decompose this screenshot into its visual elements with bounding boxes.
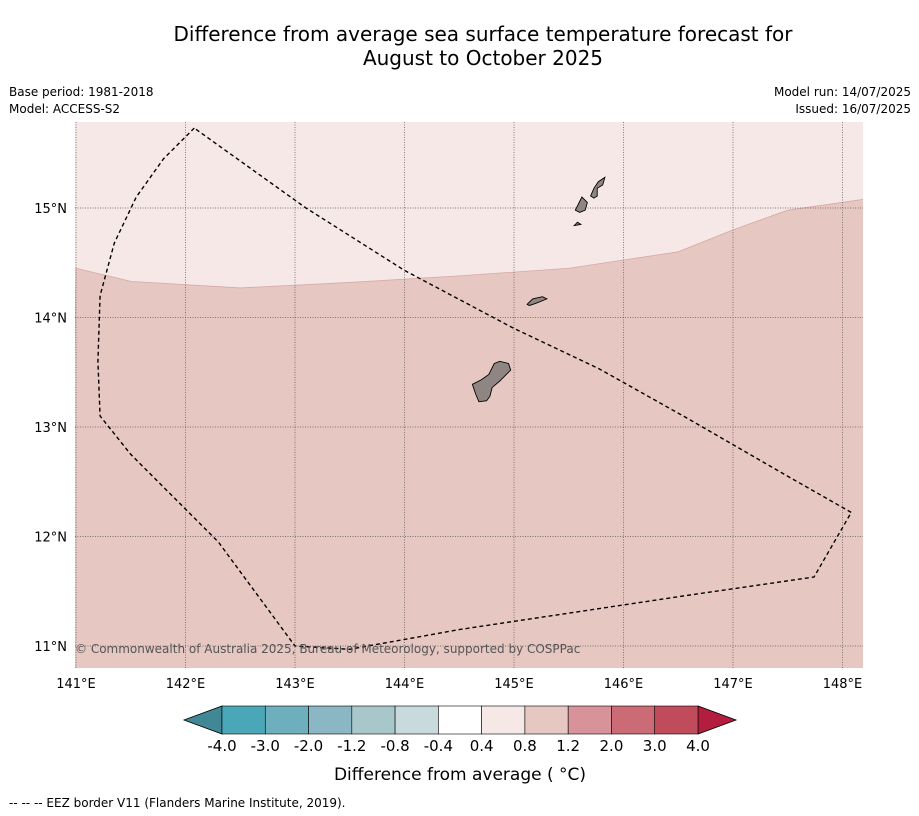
colorbar-tick-label: -4.0 bbox=[207, 737, 236, 755]
colorbar-tick-label: -0.4 bbox=[424, 737, 453, 755]
colorbar-segment bbox=[221, 705, 266, 735]
colorbar-segment bbox=[351, 705, 396, 735]
x-tick-label: 144°E bbox=[385, 677, 425, 692]
colorbar-tick-label: 2.0 bbox=[600, 737, 624, 755]
island bbox=[590, 176, 606, 199]
island bbox=[471, 360, 512, 403]
x-tick-label: 142°E bbox=[166, 677, 206, 692]
island bbox=[526, 296, 548, 306]
colorbar-segment bbox=[264, 705, 309, 735]
colorbar-label: Difference from average ( °C) bbox=[334, 765, 586, 785]
model-name: Model: ACCESS-S2 bbox=[9, 102, 121, 116]
x-tick-label: 145°E bbox=[494, 677, 534, 692]
island bbox=[574, 196, 588, 213]
colorbar-segment bbox=[524, 705, 569, 735]
colorbar-segment bbox=[611, 705, 656, 735]
y-tick-label: 11°N bbox=[34, 640, 67, 655]
title-line-1: Difference from average sea surface temp… bbox=[173, 22, 793, 46]
colorbar-segment bbox=[567, 705, 612, 735]
meta-right: Model run: 14/07/2025 Issued: 16/07/2025 bbox=[774, 84, 911, 118]
colorbar-tick-label: 1.2 bbox=[556, 737, 580, 755]
x-tick-label: 143°E bbox=[275, 677, 315, 692]
colorbar-over-arrow bbox=[697, 705, 738, 735]
y-tick-label: 12°N bbox=[34, 531, 67, 546]
issued-date: Issued: 16/07/2025 bbox=[795, 102, 911, 116]
model-run: Model run: 14/07/2025 bbox=[773, 85, 911, 99]
colorbar-tick-label: -1.2 bbox=[337, 737, 366, 755]
copyright-text: © Commonwealth of Australia 2025, Bureau… bbox=[75, 642, 580, 656]
plot-area bbox=[75, 122, 863, 668]
chart-title: Difference from average sea surface temp… bbox=[0, 22, 919, 70]
colorbar-tick-label: 4.0 bbox=[686, 737, 710, 755]
region-south bbox=[75, 199, 863, 668]
colorbar-segment bbox=[308, 705, 353, 735]
y-tick-label: 14°N bbox=[34, 312, 67, 327]
colorbar-tick-label: 0.4 bbox=[470, 737, 494, 755]
colorbar-tick-label: -2.0 bbox=[294, 737, 323, 755]
x-tick-label: 146°E bbox=[604, 677, 644, 692]
base-period: Base period: 1981-2018 bbox=[9, 85, 154, 99]
y-tick-label: 13°N bbox=[34, 421, 67, 436]
colorbar-segment bbox=[654, 705, 699, 735]
colorbar-segment bbox=[481, 705, 526, 735]
colorbar-tick-label: 0.8 bbox=[513, 737, 537, 755]
colorbar-tick-label: -0.8 bbox=[380, 737, 409, 755]
colorbar-tick-label: 3.0 bbox=[643, 737, 667, 755]
colorbar-segment bbox=[394, 705, 439, 735]
x-tick-label: 141°E bbox=[56, 677, 96, 692]
title-line-2: August to October 2025 bbox=[362, 46, 604, 70]
eez-footnote: -- -- -- EEZ border V11 (Flanders Marine… bbox=[9, 796, 346, 810]
y-tick-label: 15°N bbox=[34, 202, 67, 217]
x-tick-label: 148°E bbox=[823, 677, 863, 692]
colorbar-tick-label: -3.0 bbox=[251, 737, 280, 755]
x-tick-label: 147°E bbox=[713, 677, 753, 692]
colorbar-segment bbox=[438, 705, 482, 735]
meta-left: Base period: 1981-2018 Model: ACCESS-S2 bbox=[9, 84, 154, 118]
island bbox=[572, 221, 582, 227]
eez-border bbox=[97, 127, 853, 650]
colorbar-under-arrow bbox=[182, 705, 223, 735]
